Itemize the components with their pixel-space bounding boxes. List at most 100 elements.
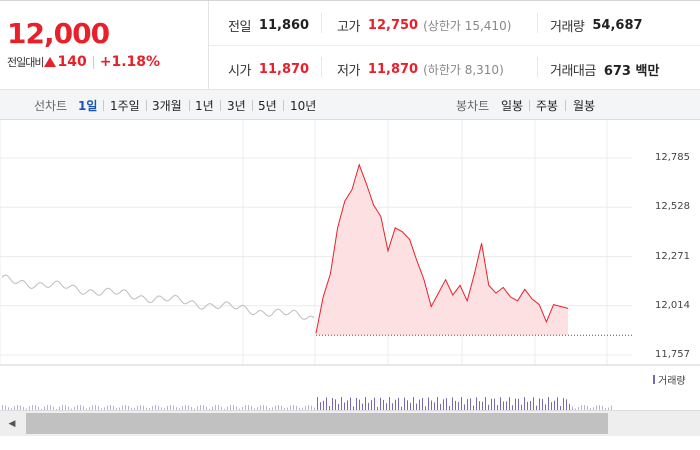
period-5y[interactable]: 5년: [258, 99, 277, 113]
volume-bar: [152, 405, 153, 410]
volume-bar: [125, 405, 126, 410]
volume-bar: [272, 407, 273, 410]
scroll-left-icon[interactable]: ◀: [8, 418, 16, 429]
volume-bar: [569, 403, 570, 410]
volume-bar: [35, 405, 36, 410]
volume-bar: [410, 402, 411, 410]
divider: [537, 57, 538, 77]
price-chart[interactable]: 12,785 12,528 12,271 12,014 11,757: [0, 120, 700, 450]
volume-bar: [11, 408, 12, 410]
volume-bar: [596, 405, 597, 410]
volume-bar: [398, 397, 399, 410]
volume-bar: [254, 408, 255, 410]
volume-bar: [515, 398, 516, 410]
stat-value: 12,750: [367, 18, 419, 33]
period-3m[interactable]: 3개월: [152, 99, 182, 113]
volume-bar: [8, 407, 9, 410]
volume-bar: [137, 405, 138, 410]
volume-bar: [86, 408, 87, 410]
volume-bar: [536, 405, 537, 410]
volume-bar: [542, 399, 543, 410]
volume-bar: [287, 407, 288, 410]
volume-bar: [65, 405, 66, 410]
volume-bar: [317, 397, 318, 410]
volume-bar: [23, 407, 24, 410]
volume-bar: [215, 405, 216, 410]
volume-bar: [434, 402, 435, 410]
volume-bar: [437, 397, 438, 410]
volume-bar: [260, 405, 261, 410]
volume-bar: [251, 406, 252, 410]
volume-bar: [311, 405, 312, 410]
volume-bar: [110, 405, 111, 410]
candle-daily[interactable]: 일봉: [501, 99, 524, 113]
volume-bar: [56, 408, 57, 410]
volume-bar: [224, 408, 225, 410]
volume-bar: [395, 399, 396, 410]
divider: [209, 45, 700, 46]
volume-bar: [194, 408, 195, 410]
volume-bar: [227, 406, 228, 410]
volume-bar: [290, 405, 291, 410]
volume-bar: [527, 401, 528, 410]
stat-label: 전일: [228, 20, 251, 35]
volume-bar: [32, 405, 33, 410]
volume-bar: [401, 406, 402, 410]
volume-bar: [602, 406, 603, 410]
volume-bar: [281, 405, 282, 410]
volume-bar: [26, 408, 27, 410]
volume-bar: [458, 402, 459, 410]
volume-bar: [509, 397, 510, 410]
stat-sub: (하한가 8,310): [423, 63, 504, 77]
volume-bar: [494, 398, 495, 410]
volume-bar: [68, 406, 69, 410]
volume-bar: [314, 407, 315, 410]
volume-bar: [485, 397, 486, 410]
volume-bar: [2, 405, 3, 410]
volume-bar: [446, 398, 447, 410]
period-1w[interactable]: 1주일: [110, 99, 140, 113]
volume-bar: [167, 406, 168, 410]
volume-bar: [320, 402, 321, 410]
stat-open: 시가 11,870: [228, 60, 309, 79]
volume-bar: [38, 406, 39, 410]
divider: [321, 57, 322, 77]
volume-bar: [545, 404, 546, 410]
stat-value: 673 백만: [603, 64, 660, 79]
volume-bar: [128, 405, 129, 410]
volume-bar: [278, 405, 279, 410]
candle-weekly[interactable]: 주봉: [536, 99, 559, 113]
volume-legend-label: 거래량: [658, 376, 686, 387]
stat-amount: 거래대금 673 백만: [550, 60, 659, 79]
y-tick-label: 12,271: [655, 251, 690, 262]
period-1d[interactable]: 1일: [78, 99, 98, 113]
period-3y[interactable]: 3년: [227, 99, 246, 113]
volume-bar: [179, 408, 180, 410]
period-1y[interactable]: 1년: [195, 99, 214, 113]
volume-bar: [365, 397, 366, 410]
volume-bar: [242, 406, 243, 410]
volume-bar: [452, 397, 453, 410]
volume-bar: [581, 405, 582, 410]
volume-legend: 거래량: [653, 372, 686, 387]
volume-bar: [47, 405, 48, 410]
stat-low: 저가 11,870 (하한가 8,310): [337, 60, 504, 79]
volume-bar: [239, 408, 240, 410]
stat-value: 11,860: [258, 18, 310, 33]
volume-bar: [473, 405, 474, 410]
chart-scrollbar[interactable]: ◀: [0, 410, 700, 436]
scroll-thumb[interactable]: [26, 413, 608, 434]
volume-bar: [71, 408, 72, 410]
y-tick-label: 12,014: [655, 300, 690, 311]
divider: [103, 100, 104, 111]
period-10y[interactable]: 10년: [290, 99, 317, 113]
volume-bar: [164, 408, 165, 410]
volume-bar: [176, 407, 177, 410]
candle-monthly[interactable]: 월봉: [573, 99, 596, 113]
volume-bar: [476, 397, 477, 410]
volume-bar: [218, 405, 219, 410]
volume-bar: [572, 406, 573, 410]
volume-bar: [197, 406, 198, 410]
volume-bar: [506, 401, 507, 410]
volume-bar: [359, 399, 360, 410]
